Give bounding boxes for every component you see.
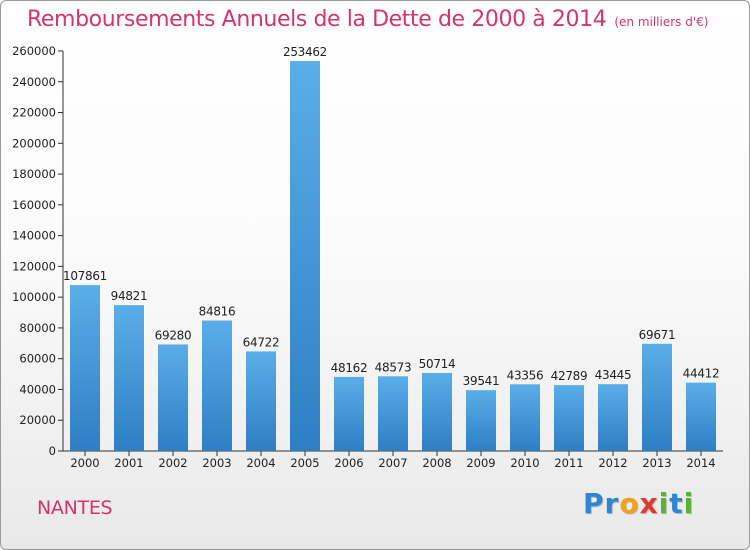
- y-tick-label: 240000: [12, 75, 56, 89]
- x-tick-label: 2013: [642, 456, 671, 470]
- y-tick-label: 260000: [12, 44, 56, 58]
- chart-axes: 0 20000 40000 60000 80000 100000 120000 140000 1…: [12, 44, 723, 458]
- y-tick-label: 100000: [12, 290, 56, 304]
- chart-title: Remboursements Annuels de la Dette de 20…: [27, 7, 708, 32]
- x-tick-label: 2000: [70, 456, 99, 470]
- y-tick-label: 200000: [12, 136, 56, 150]
- bar-value-label: 48573: [375, 360, 412, 374]
- bar: [642, 343, 672, 451]
- bar: [70, 285, 100, 451]
- x-tick-label: 2003: [202, 456, 231, 470]
- bar-value-label: 94821: [111, 289, 148, 303]
- y-tick-label: 180000: [12, 167, 56, 181]
- bar: [598, 384, 628, 451]
- y-tick-label: 120000: [12, 259, 56, 273]
- bar: [290, 61, 320, 451]
- proxiti-logo: Proxiti: [583, 487, 694, 520]
- x-tick-label: 2008: [422, 456, 451, 470]
- bar-value-label: 84816: [199, 305, 236, 319]
- x-tick-label: 2009: [466, 456, 495, 470]
- bar-value-label: 64722: [243, 335, 280, 349]
- bar-value-label: 44412: [683, 367, 720, 381]
- bar: [114, 305, 144, 451]
- bar-value-label: 107861: [63, 269, 107, 283]
- x-tick-label: 2002: [158, 456, 187, 470]
- bar-value-label: 39541: [463, 374, 500, 388]
- bar-value-label: 43356: [507, 368, 544, 382]
- bar-value-label: 69280: [155, 328, 192, 342]
- bar: [202, 320, 232, 451]
- bar-value-label: 253462: [283, 45, 327, 59]
- x-tick-label: 2014: [686, 456, 715, 470]
- bar: [554, 385, 584, 451]
- bar: [422, 372, 452, 451]
- city-name: NANTES: [37, 497, 113, 519]
- y-tick-label: 220000: [12, 106, 56, 120]
- bar-value-label: 50714: [419, 357, 456, 371]
- bar: [686, 382, 716, 451]
- x-tick-label: 2007: [378, 456, 407, 470]
- chart-bars: [70, 61, 716, 451]
- bar: [246, 351, 276, 451]
- y-tick-label: 60000: [19, 352, 56, 366]
- bar-value-label: 43445: [595, 368, 632, 382]
- x-tick-label: 2006: [334, 456, 363, 470]
- y-tick-label: 0: [49, 444, 56, 458]
- bar: [158, 344, 188, 451]
- logo-letter: r: [604, 487, 620, 520]
- y-tick-label: 160000: [12, 198, 56, 212]
- x-tick-label: 2012: [598, 456, 627, 470]
- bar-value-label: 69671: [639, 328, 676, 342]
- bar-value-label: 48162: [331, 361, 368, 375]
- logo-letter: i: [658, 487, 670, 520]
- chart-labels: 107861 2000 94821 2001 69280 2002 84816 2003 647…: [63, 45, 720, 470]
- x-tick-label: 2001: [114, 456, 143, 470]
- bar: [510, 384, 540, 451]
- bar: [378, 376, 408, 451]
- logo-letter: P: [583, 487, 605, 520]
- logo-letter: o: [619, 487, 640, 520]
- y-tick-label: 80000: [19, 321, 56, 335]
- logo-letter: i: [683, 487, 695, 520]
- logo-letter: x: [639, 487, 659, 520]
- bar-value-label: 42789: [551, 369, 588, 383]
- chart-title-text: Remboursements Annuels de la Dette de 20…: [27, 7, 607, 32]
- bar: [334, 376, 364, 451]
- x-tick-label: 2004: [246, 456, 275, 470]
- chart-unit: (en milliers d'€): [614, 15, 709, 29]
- x-tick-label: 2011: [554, 456, 583, 470]
- bar: [466, 390, 496, 451]
- y-tick-label: 20000: [19, 413, 56, 427]
- logo-letter: t: [669, 487, 684, 520]
- y-tick-label: 140000: [12, 229, 56, 243]
- y-tick-label: 40000: [19, 382, 56, 396]
- x-tick-label: 2010: [510, 456, 539, 470]
- x-tick-label: 2005: [290, 456, 319, 470]
